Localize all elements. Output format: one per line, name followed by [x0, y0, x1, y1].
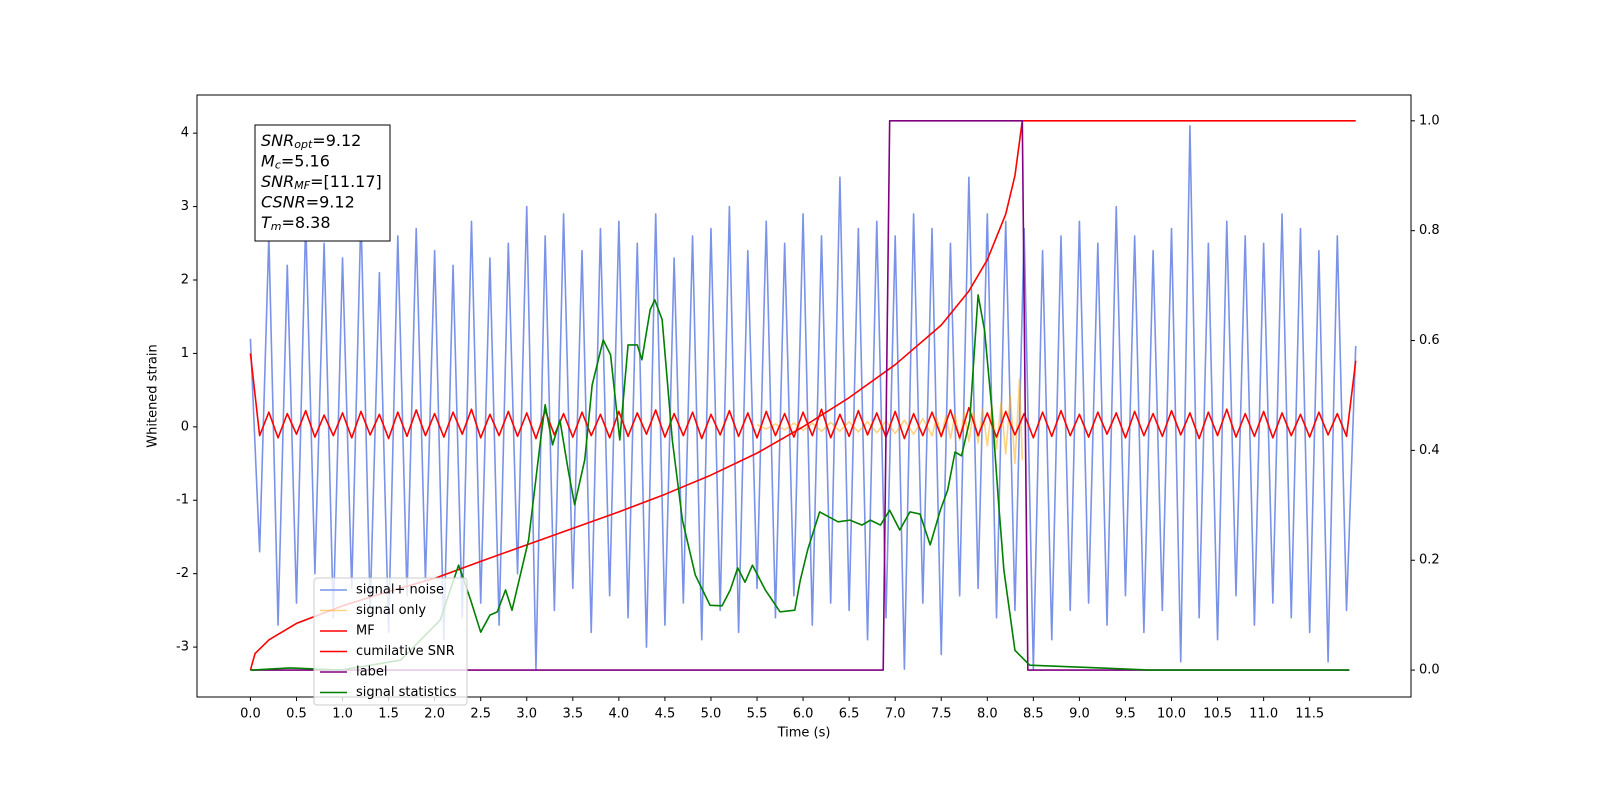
series-line — [250, 294, 1350, 671]
annotation-value: =[11.17] — [310, 172, 382, 191]
x-tick-label: 6.0 — [793, 707, 814, 722]
legend-label: MF — [356, 624, 375, 639]
y2-tick-label: 0.0 — [1419, 663, 1440, 678]
annotation-value: =9.12 — [306, 192, 355, 211]
legend-label: signal+ noise — [356, 583, 444, 598]
annotation-symbol: SNR — [261, 172, 294, 191]
x-tick-label: 0.0 — [240, 707, 261, 722]
series-line — [756, 378, 1024, 465]
x-tick-label: 5.0 — [701, 707, 722, 722]
y2-tick-label: 1.0 — [1419, 113, 1440, 128]
annotation: Tm=8.38 — [261, 213, 331, 234]
y-axis-label: Whitened strain — [146, 344, 161, 447]
y2-tick-label: 0.2 — [1419, 553, 1440, 568]
annotation-symbol: SNR — [261, 131, 294, 150]
x-tick-label: 1.5 — [378, 707, 399, 722]
y-tick-label: -3 — [176, 640, 189, 655]
annotation-symbol: M — [261, 151, 275, 170]
annotation-value: =8.38 — [282, 213, 331, 232]
y-tick-label: 3 — [181, 199, 189, 214]
annotation: SNRMF=[11.17] — [261, 172, 382, 193]
y-tick-label: 0 — [181, 419, 189, 434]
annotation-symbol: CSNR — [261, 192, 306, 211]
annotation-box: SNRopt=9.12Mc=5.16SNRMF=[11.17]CSNR=9.12… — [254, 124, 391, 242]
x-tick-label: 7.0 — [885, 707, 906, 722]
annotation: SNRopt=9.12 — [261, 131, 361, 152]
y2-tick-label: 0.4 — [1419, 443, 1440, 458]
y-tick-label: 4 — [181, 126, 189, 141]
series-line — [249, 125, 1357, 670]
x-tick-label: 1.0 — [332, 707, 353, 722]
annotation-subscript: m — [271, 220, 282, 233]
legend-label: signal statistics — [356, 685, 457, 700]
x-tick-label: 10.0 — [1157, 707, 1186, 722]
x-tick-label: 9.0 — [1069, 707, 1090, 722]
x-tick-label: 3.0 — [516, 707, 537, 722]
x-tick-label: 2.5 — [470, 707, 491, 722]
y2-tick-label: 0.6 — [1419, 333, 1440, 348]
x-tick-label: 2.0 — [424, 707, 445, 722]
annotation-subscript: MF — [294, 179, 310, 192]
y-tick-label: 1 — [181, 346, 189, 361]
annotation-value: =5.16 — [281, 151, 330, 170]
legend-label: label — [356, 665, 387, 680]
series-line — [249, 353, 1357, 440]
y-tick-label: 2 — [181, 273, 189, 288]
x-tick-label: 10.5 — [1203, 707, 1232, 722]
annotation-subscript: c — [275, 159, 281, 172]
x-tick-label: 3.5 — [562, 707, 583, 722]
x-tick-label: 7.5 — [931, 707, 952, 722]
y2-tick-label: 0.8 — [1419, 223, 1440, 238]
x-tick-label: 4.5 — [655, 707, 676, 722]
x-tick-label: 11.0 — [1249, 707, 1278, 722]
x-tick-label: 11.5 — [1295, 707, 1324, 722]
legend: signal+ noise signal only MF cumilative SNR… — [313, 577, 468, 706]
y-tick-label: -2 — [176, 566, 189, 581]
annotation-value: =9.12 — [312, 131, 361, 150]
legend-label: signal only — [356, 603, 426, 618]
annotation: Mc=5.16 — [261, 151, 330, 172]
annotation-frame — [254, 124, 391, 242]
x-tick-label: 9.5 — [1115, 707, 1136, 722]
annotation: CSNR=9.12 — [261, 192, 355, 211]
annotation-subscript: opt — [294, 138, 313, 151]
x-tick-label: 8.0 — [977, 707, 998, 722]
legend-frame — [313, 577, 468, 706]
annotation-symbol: T — [261, 213, 272, 232]
x-tick-label: 6.5 — [839, 707, 860, 722]
x-axis-label: Time (s) — [777, 726, 831, 741]
legend-label: cumilative SNR — [356, 644, 455, 659]
x-tick-label: 8.5 — [1023, 707, 1044, 722]
series-line — [250, 120, 1350, 671]
axes-frame — [196, 94, 1412, 698]
x-tick-label: 5.5 — [747, 707, 768, 722]
y-tick-label: -1 — [176, 493, 189, 508]
x-tick-label: 0.5 — [286, 707, 307, 722]
x-tick-label: 4.0 — [609, 707, 630, 722]
